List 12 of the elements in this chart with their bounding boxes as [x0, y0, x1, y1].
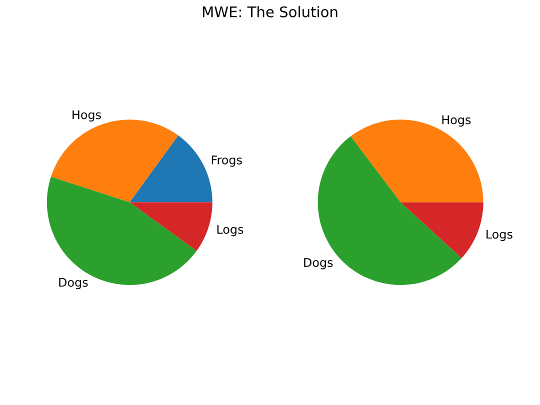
slice-label: Logs [486, 230, 512, 242]
pie-slice [50, 120, 178, 202]
pie-slice [400, 202, 484, 258]
pie-slice [130, 135, 212, 202]
slice-label: Logs [217, 225, 244, 236]
slice-label: Frogs [212, 156, 242, 167]
slice-label: Hogs [442, 115, 471, 127]
slice-label: Hogs [72, 110, 101, 122]
slice-label: Dogs [304, 258, 333, 270]
chart-title: MWE: The Solution [202, 6, 338, 18]
pie-slice [130, 202, 212, 251]
slice-label: Dogs [59, 278, 88, 290]
